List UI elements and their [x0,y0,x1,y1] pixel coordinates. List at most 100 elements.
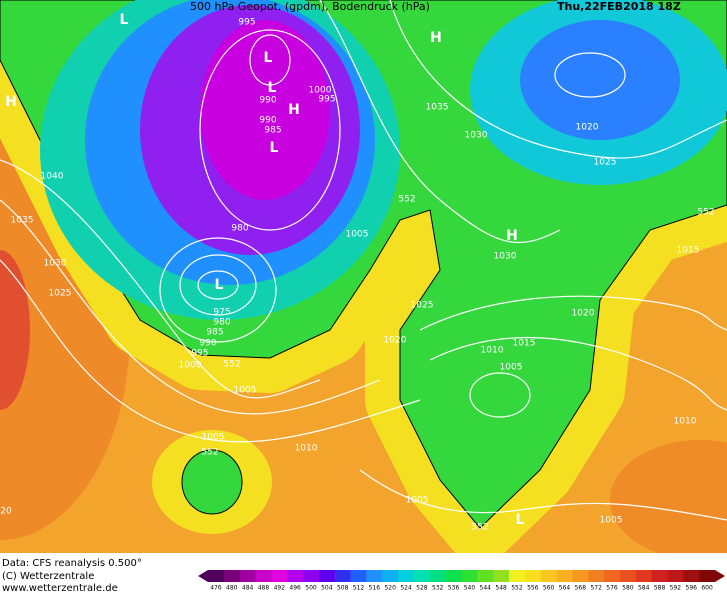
scale-label: 552 [511,585,523,592]
isobar-label: 1005 [202,433,225,443]
scale-label: 504 [321,585,333,592]
isobar [249,34,291,86]
scale-label: 524 [400,585,412,592]
pressure-center: H [288,102,300,118]
isobar-label: 1020 [572,309,595,319]
isobar [0,159,321,399]
isobar-label: 552 [398,195,415,205]
isobar-label: 980 [231,224,248,234]
copyright: (C) Wetterzentrale [2,571,94,582]
scale-label: 528 [416,585,428,592]
isobar-label: 1005 [234,386,257,396]
isobar-label: 1005 [406,496,429,506]
isobar-label: 1010 [674,417,697,427]
pressure-center: L [120,12,129,28]
scale-label: 556 [527,585,539,592]
magenta-zone [200,20,330,200]
isobar-label: 1005 [346,230,369,240]
scale-cell [287,570,304,582]
scale-cell [667,570,684,582]
pressure-center: L [516,512,525,528]
website: www.wetterzentrale.de [2,583,118,593]
scale-label: 560 [543,585,555,592]
scale-cell [255,570,272,582]
scale-cell [382,570,399,582]
scale-label: 596 [686,585,698,592]
pressure-center: L [264,50,273,66]
scale-cell [493,570,510,582]
scale-cell [540,570,558,582]
scale-cell [366,570,383,582]
isobar-label: 995 [238,18,255,28]
isobar-label: 975 [213,308,230,318]
isobar [469,372,531,418]
scale-cell [635,570,653,582]
scale-label: 480 [226,585,238,592]
scale-cell [556,570,573,582]
isobar-label: 1010 [295,444,318,454]
isobar [359,469,727,521]
isobar-label: 552 [471,523,488,533]
scale-cell [524,570,542,582]
scale-label: 568 [575,585,587,592]
isobar [199,29,341,231]
isobar-label: 985 [264,126,281,136]
scale-cell [303,570,320,582]
scale-cell [271,570,288,582]
pressure-center: H [5,94,17,110]
isobar-label: 1040 [41,172,64,182]
scale-cell [683,570,700,582]
scale-arrow [198,570,208,582]
isobar [429,337,727,411]
isobar-label: 1035 [11,216,34,226]
isobar-label: 1005 [500,363,523,373]
scale-label: 540 [464,585,476,592]
scale-label: 484 [242,585,254,592]
pressure-center: L [270,140,279,156]
isobar-label: 990 [259,116,276,126]
scale-label: 476 [210,585,222,592]
scale-cell [208,570,225,582]
scale-label: 492 [274,585,286,592]
scale-label: 572 [590,585,602,592]
green-cutoff [181,449,243,515]
scale-cell [477,570,494,582]
scale-label: 580 [622,585,634,592]
isobar [197,270,239,300]
scale-cell [604,570,621,582]
scale-cell [223,570,241,582]
blue-zone [520,20,680,140]
scale-label: 564 [559,585,571,592]
isobar-label: 552 [223,360,240,370]
scale-cell [318,570,336,582]
scale-label: 496 [289,585,301,592]
map-date: Thu,22FEB2018 18Z [557,0,681,13]
scale-label: 532 [432,585,444,592]
scale-cell [699,570,716,582]
scale-cell [509,570,526,582]
scale-arrow [715,570,725,582]
scale-cell [461,570,478,582]
scale-cell [619,570,637,582]
isobar [0,199,381,415]
scale-label: 508 [337,585,349,592]
isobar [389,0,727,159]
scale-label: 536 [448,585,460,592]
scale-cell [429,570,447,582]
isobar [179,254,257,316]
isobar-label: 995 [318,95,335,105]
isobar [419,295,727,331]
isobar-label: 1010 [481,346,504,356]
orange-zone [610,440,727,560]
isobar-label: 552 [697,208,714,218]
scale-cell [651,570,668,582]
isobar-label: 1020 [576,123,599,133]
pressure-center: H [506,228,518,244]
pressure-center: L [268,80,277,96]
isobar-label: 1025 [411,301,434,311]
scale-cell [398,570,415,582]
scale-label: 584 [638,585,650,592]
isobar-label: 1025 [49,289,72,299]
isobar-label: 1005 [600,516,623,526]
